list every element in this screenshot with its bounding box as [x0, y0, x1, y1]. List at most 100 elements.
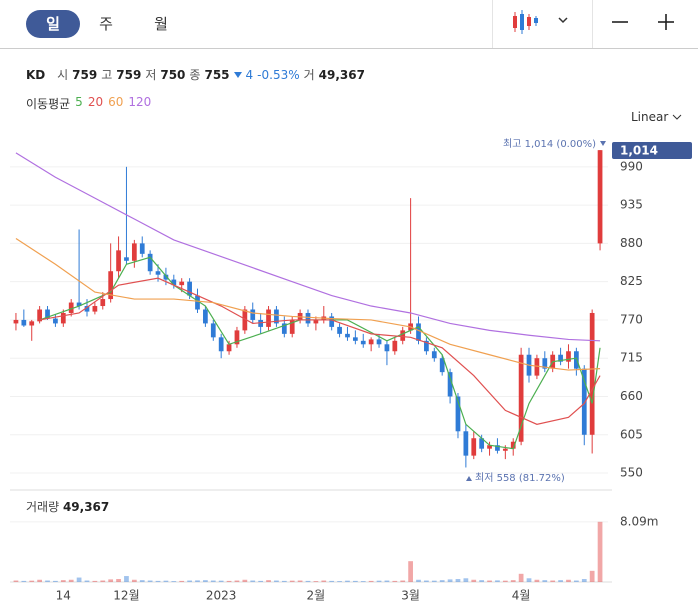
ma-line	[15, 238, 601, 371]
volume-bar	[92, 580, 98, 582]
tab[interactable]: 월	[154, 15, 168, 33]
volume-bar	[124, 576, 129, 582]
candle-body	[147, 253, 153, 272]
volume-bar	[274, 580, 279, 582]
candle-body	[376, 339, 382, 345]
y-tick-label: 825	[620, 274, 643, 288]
tab[interactable]: 일	[26, 10, 80, 38]
volume-bar	[376, 580, 382, 582]
volume-bar	[258, 580, 264, 582]
volume-bar	[297, 580, 303, 582]
candle-body	[542, 358, 548, 369]
candle-body	[100, 299, 106, 307]
volume-bar	[581, 579, 587, 582]
candle-body	[368, 339, 374, 345]
candle-body	[597, 150, 603, 244]
candle-body	[337, 326, 342, 334]
volume-bar	[321, 580, 327, 582]
candle-body	[76, 302, 82, 307]
volume-bar	[155, 580, 161, 582]
volume-bar	[195, 580, 200, 582]
volume-bar	[574, 580, 579, 582]
divider	[592, 0, 593, 48]
candle-body	[345, 333, 350, 338]
field-value: 49,367	[318, 67, 365, 82]
field-value: 759	[72, 67, 98, 82]
zoom-buttons[interactable]	[606, 8, 686, 38]
volume-bar	[163, 580, 169, 582]
volume-bar	[352, 580, 358, 582]
y-tick-label: 770	[620, 312, 643, 326]
divider	[492, 0, 493, 48]
volume-bar	[218, 580, 224, 582]
ma-line	[15, 152, 601, 342]
y-tick-label: 660	[620, 389, 643, 403]
volume-title: 거래량 49,367	[26, 500, 109, 514]
candle-body	[124, 257, 129, 261]
volume-bar	[179, 580, 185, 582]
x-tick-label: 3월	[401, 589, 420, 603]
legend-entry: 60	[108, 95, 124, 109]
field-label: 시	[57, 68, 69, 82]
y-tick-label: 935	[620, 198, 643, 212]
volume-bar	[463, 578, 469, 582]
y-tick-label: 550	[620, 466, 643, 480]
candle-body	[439, 358, 445, 373]
candle-body	[131, 243, 137, 261]
candle-body	[68, 302, 74, 313]
y-tick-label: 605	[620, 427, 643, 441]
candle-body	[479, 438, 485, 449]
candle-body	[566, 351, 571, 362]
scale-select[interactable]: Linear	[631, 110, 682, 124]
candle-body	[589, 312, 595, 435]
field-value: 755	[204, 67, 230, 82]
volume-bar	[439, 580, 445, 582]
volume-bar	[68, 579, 74, 582]
volume-bar	[76, 577, 82, 582]
volume-bar	[139, 580, 145, 582]
volume-bar	[37, 579, 42, 582]
candle-body	[242, 309, 248, 331]
volume-bar	[250, 580, 256, 582]
candle-body	[108, 271, 114, 300]
volume-bar	[455, 579, 461, 582]
candle-body	[431, 351, 437, 359]
volume-bar	[13, 580, 19, 582]
candle-body	[463, 431, 469, 456]
volume-title-label: 거래량	[26, 500, 59, 514]
volume-bar	[518, 573, 524, 582]
candle-body	[258, 319, 264, 327]
volume-bar	[550, 580, 556, 582]
candle-body	[352, 337, 358, 341]
volume-bar	[313, 581, 319, 582]
candle-body	[558, 354, 563, 362]
volume-bar	[234, 580, 240, 582]
volume-bar	[360, 581, 366, 582]
tab[interactable]: 주	[99, 15, 113, 33]
volume-bar	[84, 580, 90, 582]
candle-body	[179, 281, 185, 286]
candle-body	[21, 319, 27, 326]
candle-body	[360, 340, 366, 345]
volume-bar	[108, 579, 114, 582]
volume-bar	[45, 580, 50, 582]
volume-bar	[558, 580, 563, 582]
last-price: 1,014	[620, 144, 658, 158]
candle-body	[226, 344, 232, 352]
candle-body	[392, 340, 398, 352]
candle-body	[495, 445, 500, 451]
candle-body	[210, 323, 216, 338]
chart-type-button[interactable]	[505, 8, 585, 38]
volume-bar	[131, 579, 137, 582]
x-tick-label: 14	[56, 589, 71, 603]
volume-bar	[337, 581, 342, 582]
volume-bar	[21, 580, 27, 582]
y-tick-label: 8.09m	[620, 514, 658, 528]
candle-body	[424, 340, 429, 352]
volume-bar	[416, 579, 421, 582]
volume-bar	[471, 579, 477, 582]
symbol: KD	[26, 67, 46, 82]
volume-bar	[266, 580, 271, 582]
volume-bar	[305, 580, 311, 582]
ma-line	[39, 277, 601, 425]
